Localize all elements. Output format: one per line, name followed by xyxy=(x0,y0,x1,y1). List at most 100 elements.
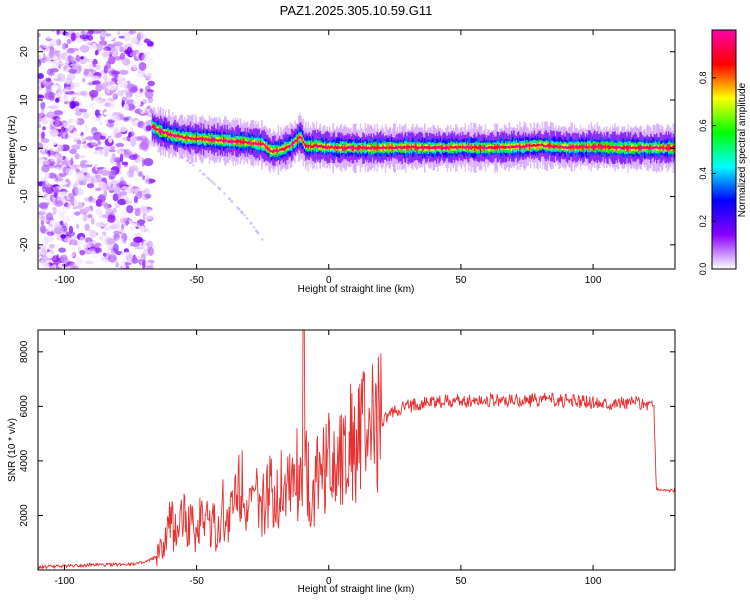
noise-blob xyxy=(49,30,55,40)
ridge-cell xyxy=(652,146,654,150)
ridge-cell xyxy=(221,139,224,143)
noise-blob xyxy=(112,183,117,189)
ridge-cell xyxy=(609,146,612,149)
noise-blob xyxy=(112,193,119,202)
noise-blob xyxy=(88,195,93,202)
ridge-cell xyxy=(545,142,547,149)
noise-blob xyxy=(46,111,55,119)
ridge-cell xyxy=(275,149,277,152)
ridge-cell xyxy=(496,146,499,150)
noise-blob xyxy=(83,197,90,202)
ridge-cell xyxy=(261,143,263,146)
noise-blob xyxy=(62,206,68,214)
ridge-cell xyxy=(177,134,180,138)
x-tick-label: -50 xyxy=(189,576,204,587)
noise-blob xyxy=(121,30,132,36)
ridge-cell xyxy=(531,144,533,147)
ridge-cell xyxy=(585,146,588,149)
snr-panel: -100 -50 0 50 100 2000 4000 6000 8000 Height of… xyxy=(7,329,676,595)
ridge-cell xyxy=(253,142,256,145)
noise-blob xyxy=(68,169,75,177)
noise-blob xyxy=(114,112,123,116)
ridge-cell xyxy=(390,146,393,149)
noise-blob xyxy=(101,231,107,236)
ridge-cell xyxy=(305,145,307,148)
ridge-cell xyxy=(391,146,394,149)
ridge-cell xyxy=(192,137,194,140)
colorbar-ticks: 0.0 0.2 0.4 0.6 0.8 xyxy=(698,29,737,275)
ridge-cell xyxy=(500,146,502,149)
ridge-cell xyxy=(292,143,294,147)
ridge-cell xyxy=(282,147,284,151)
noise-blob xyxy=(40,220,45,226)
noise-blob xyxy=(49,152,59,159)
ridge-cell xyxy=(541,143,544,149)
ridge-cell xyxy=(543,144,545,148)
ridge-cell xyxy=(363,146,365,149)
ridge-cell xyxy=(274,149,276,152)
noise-blob xyxy=(138,180,146,184)
ridge-cell xyxy=(634,147,637,150)
ridge-cell xyxy=(287,145,289,148)
secondary-branch-point xyxy=(217,186,220,189)
noise-blob xyxy=(60,234,67,239)
ridge-cell xyxy=(257,142,259,146)
noise-blob xyxy=(136,190,143,200)
noise-blob xyxy=(124,198,132,204)
ridge-cell xyxy=(427,146,430,149)
noise-blob xyxy=(142,259,146,269)
noise-blob xyxy=(125,195,129,202)
noise-blob xyxy=(100,31,108,38)
noise-blob xyxy=(41,144,49,149)
noise-blob xyxy=(145,85,151,92)
noise-blob xyxy=(95,247,102,253)
noise-blob xyxy=(71,144,81,150)
noise-blob xyxy=(75,91,85,96)
noise-blob xyxy=(149,108,153,114)
noise-blob xyxy=(56,39,62,46)
noise-blob xyxy=(143,158,154,167)
ridge-cell xyxy=(302,141,305,144)
noise-blob xyxy=(95,64,102,71)
noise-blob xyxy=(128,131,135,138)
ridge-cell xyxy=(313,144,315,147)
noise-blob xyxy=(80,30,86,35)
ridge-cell xyxy=(415,146,418,149)
noise-blob xyxy=(68,225,74,234)
ridge-cell xyxy=(188,137,190,140)
ridge-cell xyxy=(603,145,606,148)
ridge-cell xyxy=(311,145,313,148)
noise-blob xyxy=(95,83,104,92)
noise-blob xyxy=(38,94,45,99)
noise-blob xyxy=(42,160,50,167)
noise-blob xyxy=(96,169,103,174)
noise-blob xyxy=(40,138,50,144)
ridge-cell xyxy=(224,140,226,143)
ridge-cell xyxy=(413,145,415,149)
ridge-cell xyxy=(483,145,485,149)
noise-blob xyxy=(57,191,67,197)
noise-blob xyxy=(74,153,80,160)
ridge-cell xyxy=(551,145,553,148)
noise-blob xyxy=(108,170,117,180)
ridge-cell xyxy=(175,135,177,138)
noise-blob xyxy=(52,243,61,249)
noise-blob xyxy=(143,178,150,184)
ridge-cell xyxy=(607,145,609,149)
ridge-cell xyxy=(470,145,472,148)
ridge-cell xyxy=(452,146,455,149)
ridge-cell xyxy=(319,144,321,148)
ridge-cell xyxy=(171,133,174,136)
ridge-cell xyxy=(156,128,158,131)
noise-blob xyxy=(66,39,72,44)
ridge-cell xyxy=(217,139,219,142)
noise-blob xyxy=(114,214,120,222)
noise-blob xyxy=(75,224,80,229)
noise-blob xyxy=(70,157,74,166)
noise-blob xyxy=(41,164,50,173)
ridge-cell xyxy=(579,145,582,149)
ridge-cell xyxy=(529,144,532,147)
noise-blob xyxy=(104,204,111,213)
noise-blob xyxy=(75,215,85,220)
colorbar-tick-label: 0.8 xyxy=(698,72,708,85)
